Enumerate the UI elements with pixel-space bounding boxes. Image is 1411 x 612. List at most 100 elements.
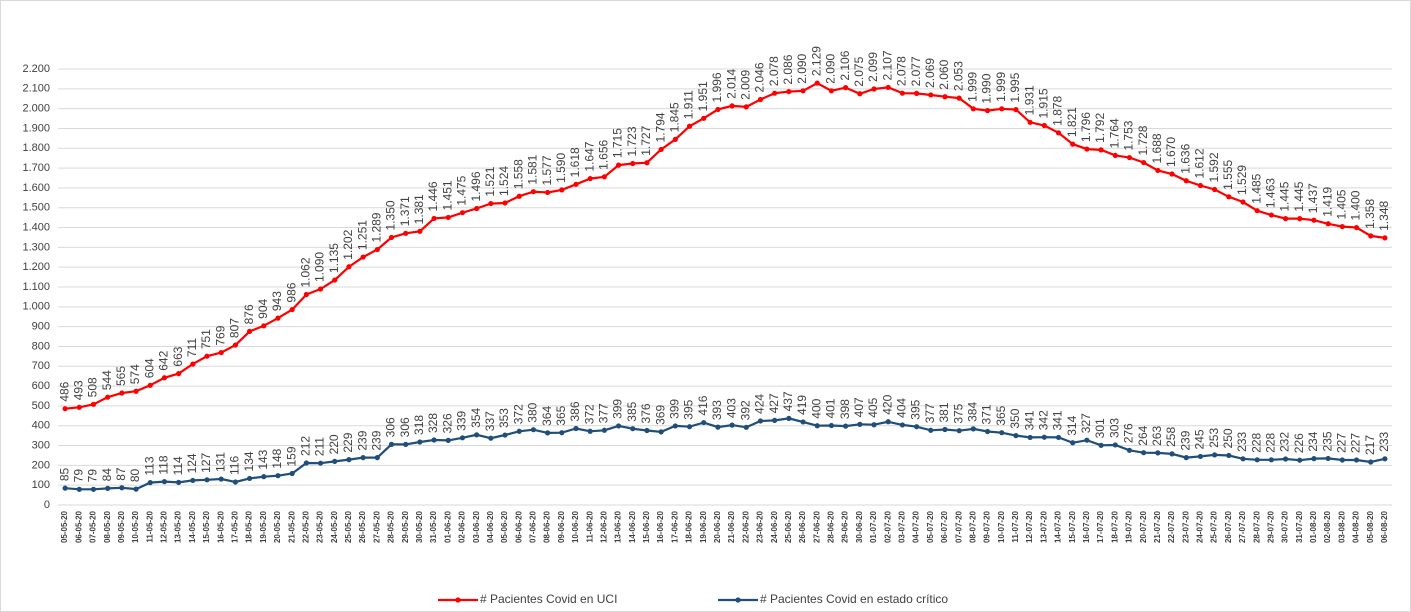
data-label: 376: [639, 403, 653, 423]
data-label: 1.728: [1136, 125, 1150, 155]
marker: [275, 473, 281, 479]
data-label: 1.475: [455, 175, 469, 205]
data-label: 1.463: [1264, 178, 1278, 208]
data-label: 384: [966, 402, 980, 422]
x-tick-label: 19-06-20: [699, 510, 708, 543]
data-label: 398: [838, 399, 852, 419]
data-label: 1.715: [611, 128, 625, 158]
x-tick-label: 20-05-20: [273, 510, 282, 543]
data-label: 1.656: [597, 139, 611, 169]
marker: [431, 437, 437, 443]
y-tick-label: 1.400: [22, 221, 50, 233]
data-label: 239: [369, 430, 383, 450]
marker: [956, 428, 962, 434]
data-label: 326: [440, 413, 454, 433]
marker: [388, 234, 395, 241]
marker: [1112, 152, 1118, 159]
data-label: 2.046: [753, 62, 767, 92]
marker: [1212, 452, 1218, 458]
marker: [928, 92, 934, 98]
marker: [445, 437, 451, 443]
x-tick-label: 13-05-20: [174, 510, 183, 543]
marker: [601, 427, 607, 433]
x-tick-label: 20-07-20: [1139, 510, 1148, 543]
marker: [62, 406, 68, 412]
marker: [1282, 456, 1289, 462]
data-label: 1.371: [398, 196, 412, 226]
marker: [176, 479, 182, 486]
marker: [317, 286, 324, 292]
data-label: 1.915: [1036, 88, 1050, 118]
marker: [615, 162, 622, 168]
data-label: 127: [199, 452, 213, 472]
data-label: 1.792: [1093, 113, 1107, 143]
data-label: 386: [568, 401, 582, 421]
data-label: 407: [852, 397, 866, 417]
x-tick-label: 11-06-20: [585, 510, 594, 542]
marker: [1254, 208, 1260, 214]
x-tick-label: 29-05-20: [401, 510, 410, 543]
data-label: 1.446: [426, 181, 440, 211]
x-tick-label: 06-06-20: [514, 510, 523, 543]
x-tick-label: 26-06-20: [798, 510, 807, 543]
x-tick-label: 10-06-20: [571, 510, 580, 543]
marker: [133, 486, 139, 492]
data-label: 159: [284, 446, 298, 466]
marker: [488, 435, 494, 441]
marker: [1368, 459, 1374, 465]
data-label: 2.086: [781, 54, 795, 84]
x-tick-label: 22-05-20: [301, 510, 310, 543]
marker: [814, 423, 820, 429]
y-tick-label: 1.600: [22, 182, 50, 194]
marker: [772, 417, 778, 423]
x-tick-label: 18-06-20: [685, 510, 694, 543]
data-label: 769: [213, 325, 227, 345]
marker: [545, 189, 551, 196]
marker: [630, 160, 636, 167]
marker: [303, 460, 309, 466]
data-label: 1.135: [327, 243, 341, 273]
data-label: 1.521: [483, 166, 497, 196]
x-tick-label: 12-06-20: [599, 510, 608, 543]
x-tick-label: 24-07-20: [1196, 510, 1205, 543]
data-label: 399: [668, 399, 682, 419]
x-tick-label: 08-06-20: [543, 510, 552, 543]
marker: [970, 106, 976, 112]
marker: [1240, 456, 1246, 462]
x-tick-label: 21-06-20: [727, 510, 736, 543]
data-label: 79: [71, 469, 85, 483]
data-label: 876: [242, 304, 256, 324]
x-tick-label: 02-08-20: [1323, 510, 1332, 543]
legend-label: # Pacientes Covid en estado crítico: [760, 592, 948, 606]
marker: [786, 88, 792, 95]
data-label: 1.381: [412, 194, 426, 224]
data-label: 118: [157, 455, 171, 474]
data-label: 1.931: [1022, 85, 1036, 115]
x-tick-label: 15-06-20: [642, 510, 651, 543]
marker: [218, 476, 224, 482]
marker: [587, 175, 593, 182]
data-label: 1.996: [710, 72, 724, 102]
data-label: 339: [455, 410, 469, 430]
x-tick-label: 07-05-20: [89, 510, 98, 543]
marker: [885, 84, 891, 91]
data-label: 226: [1292, 433, 1306, 453]
marker: [204, 477, 210, 483]
x-tick-label: 15-05-20: [202, 510, 211, 543]
data-label: 306: [384, 417, 398, 437]
data-label: 264: [1136, 425, 1150, 445]
x-tick-label: 29-07-20: [1266, 510, 1275, 543]
data-label: 337: [483, 411, 497, 431]
marker: [1297, 216, 1303, 222]
data-label: 2.099: [866, 52, 880, 82]
marker: [686, 123, 693, 129]
x-tick-label: 21-07-20: [1153, 510, 1162, 543]
marker: [1368, 233, 1374, 239]
marker: [417, 439, 423, 445]
data-label: 1.555: [1221, 159, 1235, 189]
data-label: 233: [1377, 431, 1391, 451]
data-label: 420: [880, 394, 894, 414]
marker: [232, 342, 238, 348]
marker: [1084, 146, 1090, 152]
